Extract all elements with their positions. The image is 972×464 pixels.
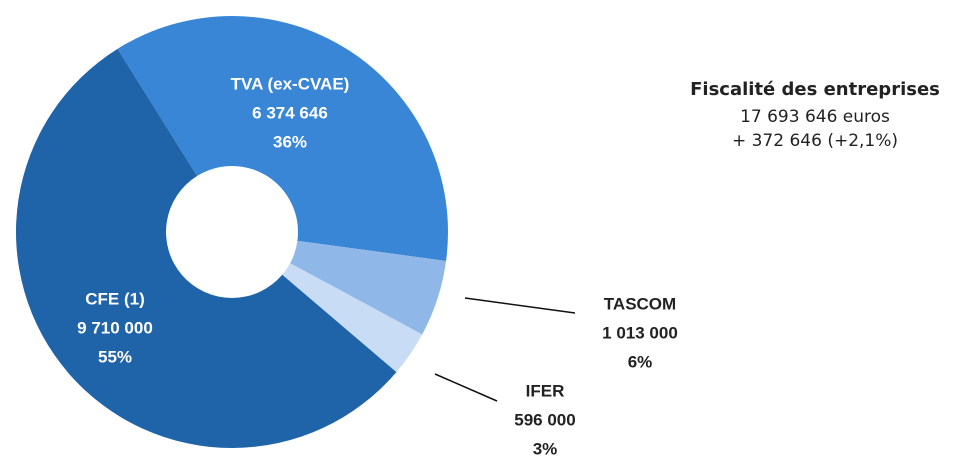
- leader-line: [464, 297, 576, 314]
- value-label: 9 710 000: [77, 318, 153, 337]
- annotation-title: Fiscalité des entreprises: [690, 79, 940, 100]
- slice: [16, 48, 397, 449]
- value-label: 6 374 646: [252, 103, 328, 122]
- slice-name: TVA (ex-CVAE): [231, 74, 350, 93]
- slice: [117, 16, 448, 261]
- slice-name: TASCOM: [604, 294, 676, 313]
- percent-label: 6%: [628, 352, 653, 371]
- annotation-total: 17 693 646 euros: [740, 107, 890, 127]
- value-label: 596 000: [514, 410, 575, 429]
- slice-name: IFER: [526, 381, 565, 400]
- percent-label: 36%: [273, 132, 307, 151]
- slice-name: CFE (1): [85, 289, 145, 308]
- slice: [290, 240, 447, 335]
- value-label: 1 013 000: [602, 323, 678, 342]
- annotation-change: + 372 646 (+2,1%): [732, 131, 898, 151]
- slice: [282, 263, 423, 373]
- percent-label: 3%: [533, 439, 558, 458]
- leader-line: [434, 373, 498, 402]
- percent-label: 55%: [98, 347, 132, 366]
